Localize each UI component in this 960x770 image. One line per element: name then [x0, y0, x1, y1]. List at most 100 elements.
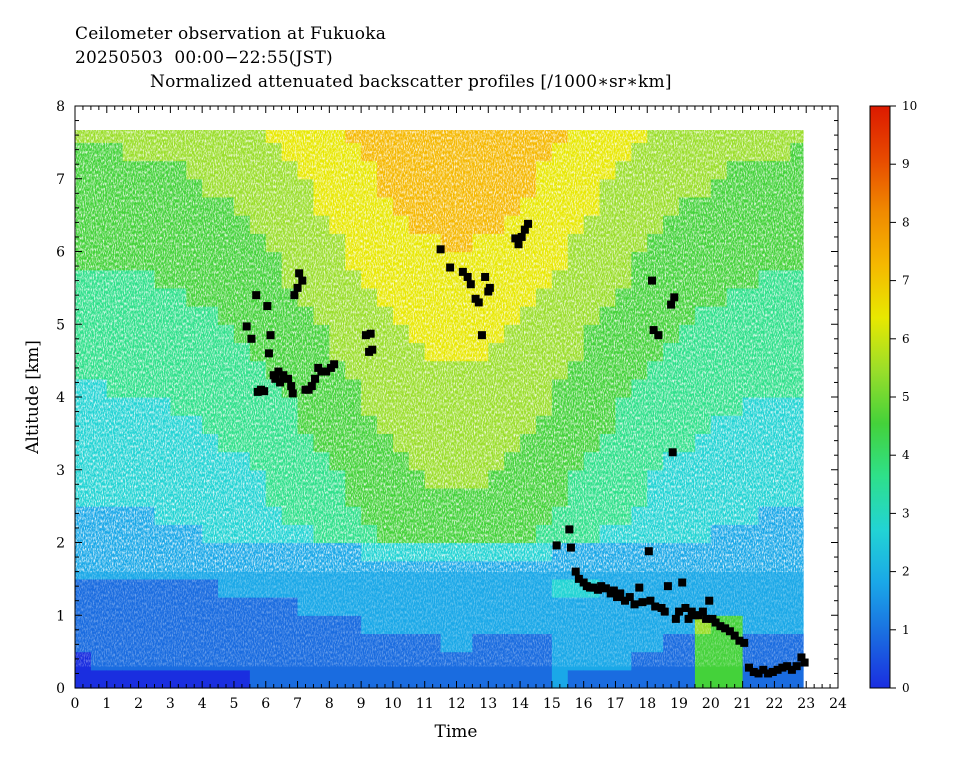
cloud-base-point — [271, 374, 280, 383]
heatmap-cell — [408, 669, 426, 689]
y-tick-label: 6 — [56, 245, 65, 261]
heatmap-cell — [202, 669, 219, 689]
x-tick-label: 1 — [102, 696, 111, 712]
cloud-base-point — [361, 331, 370, 340]
cloud-base-point — [744, 663, 753, 672]
cloud-base-point — [330, 360, 339, 369]
x-tick-label: 4 — [198, 696, 207, 712]
cloud-base-point — [698, 607, 707, 616]
heatmap-cell — [297, 669, 315, 689]
heatmap-cell — [265, 669, 283, 689]
colorbar-tick-label: 5 — [902, 390, 910, 404]
colorbar-tick-label: 9 — [902, 157, 910, 171]
colorbar-tick-label: 4 — [902, 448, 910, 462]
heatmap-cell — [170, 669, 187, 689]
heatmap-cell — [233, 669, 251, 689]
cloud-base-point — [630, 600, 639, 609]
cloud-base-point — [694, 611, 703, 620]
cloud-base-point — [711, 618, 720, 627]
colorbar-tick-label: 2 — [902, 565, 910, 579]
x-tick-label: 21 — [734, 696, 752, 712]
x-tick-label: 23 — [797, 696, 815, 712]
y-tick-label: 0 — [56, 681, 65, 697]
x-tick-label: 15 — [543, 696, 561, 712]
heatmap-cell — [710, 669, 728, 689]
cloud-base-point — [274, 367, 283, 376]
x-tick-label: 7 — [293, 696, 302, 712]
cloud-base-point — [735, 636, 744, 645]
cloud-base-point — [552, 541, 561, 550]
cloud-base-point — [646, 596, 655, 605]
heatmap-cell — [440, 669, 458, 689]
cloud-base-point — [481, 272, 490, 281]
cloud-base-markers — [242, 219, 809, 678]
cloud-base-point — [589, 583, 598, 592]
heatmap-cell — [75, 669, 92, 689]
title-quantity: Normalized attenuated backscatter profil… — [150, 72, 672, 92]
cloud-base-point — [625, 593, 634, 602]
cloud-base-point — [307, 382, 316, 391]
cloud-base-point — [764, 669, 773, 678]
x-tick-label: 11 — [416, 696, 434, 712]
cloud-base-point — [477, 331, 486, 340]
x-tick-label: 14 — [511, 696, 529, 712]
cloud-base-point — [754, 669, 763, 678]
cloud-base-point — [773, 665, 782, 674]
cloud-base-point — [638, 598, 647, 607]
heatmap-cell — [567, 669, 585, 689]
heatmap-cell — [377, 669, 394, 689]
cloud-base-point — [648, 276, 657, 285]
heatmap-cell — [424, 669, 442, 689]
cloud-base-point — [517, 232, 526, 241]
cloud-base-point — [247, 334, 256, 343]
heatmap-cell — [615, 669, 632, 689]
cloud-base-point — [792, 662, 801, 671]
cloud-base-point — [264, 349, 273, 358]
cloud-base-point — [651, 602, 660, 611]
heatmap-cell — [106, 669, 124, 689]
heatmap-cell — [218, 669, 235, 689]
heatmap-cell — [281, 669, 299, 689]
y-tick-label: 8 — [56, 99, 65, 115]
x-tick-label: 2 — [134, 696, 143, 712]
y-tick-label: 3 — [56, 463, 65, 479]
heatmap-cell — [679, 669, 696, 689]
cloud-base-point — [705, 596, 714, 605]
cloud-base-point — [311, 374, 320, 383]
x-tick-label: 0 — [71, 696, 80, 712]
signal-speckle — [75, 130, 804, 572]
colorbar-tick-label: 7 — [902, 274, 910, 288]
colorbar-tick-label: 6 — [902, 332, 910, 346]
heatmap-cell — [345, 669, 362, 689]
heatmap-cell — [583, 669, 601, 689]
colorbar-tick-label: 10 — [902, 99, 917, 113]
cloud-base-point — [797, 653, 806, 662]
x-tick-label: 18 — [638, 696, 656, 712]
heatmap-cell — [631, 669, 648, 689]
x-tick-label: 22 — [766, 696, 784, 712]
heatmap-cell — [694, 669, 712, 689]
colorbar-tick-label: 1 — [902, 623, 910, 637]
heatmap-cell — [186, 669, 203, 689]
cloud-base-point — [730, 631, 739, 640]
cloud-base-point — [670, 293, 679, 302]
signal-speckle — [75, 571, 804, 667]
heatmap-cell — [361, 669, 378, 689]
cloud-base-point — [293, 283, 302, 292]
x-tick-label: 9 — [357, 696, 366, 712]
x-tick-label: 12 — [448, 696, 466, 712]
cloud-base-point — [287, 382, 296, 391]
cloud-base-point — [574, 574, 583, 583]
x-tick-label: 8 — [325, 696, 334, 712]
cloud-base-point — [663, 582, 672, 591]
cloud-base-point — [681, 603, 690, 612]
cloud-base-point — [298, 276, 307, 285]
cloud-base-point — [783, 662, 792, 671]
heatmap-cell — [313, 669, 330, 689]
cloud-base-point — [266, 331, 275, 340]
cloud-base-point — [524, 219, 533, 228]
x-tick-label: 6 — [261, 696, 270, 712]
cloud-base-point — [466, 280, 475, 289]
cloud-base-point — [616, 589, 625, 598]
heatmap-cell — [726, 669, 744, 689]
